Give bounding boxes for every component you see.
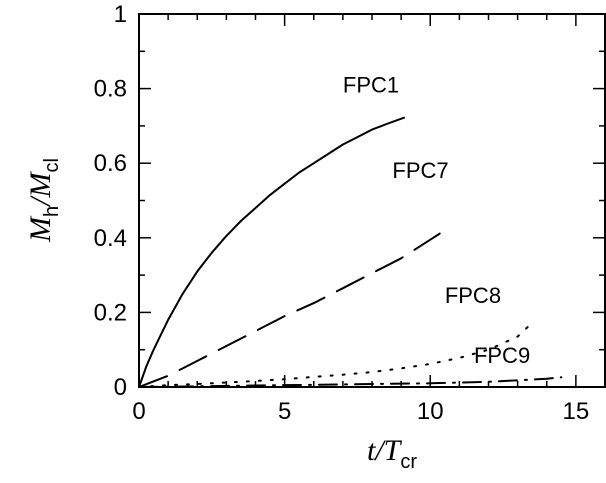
- series-line-fpc8: [138, 324, 531, 388]
- tick-labels: 0 5 10 15 0 0.2 0.4 0.6 0.8 1: [94, 1, 590, 425]
- x-axis-title-slash: /: [373, 434, 386, 467]
- x-axis-title: t/Tcr: [367, 434, 417, 473]
- series-label-fpc1: FPC1: [343, 72, 399, 97]
- series-line-fpc7: [138, 229, 446, 388]
- series-label-fpc7: FPC7: [392, 158, 448, 183]
- plot-frame: [138, 13, 606, 388]
- series-annotations: FPC1 FPC7 FPC8 FPC9: [343, 72, 530, 367]
- series-line-fpc1: [138, 116, 405, 388]
- y-axis-title-sub: h: [41, 206, 63, 217]
- y-axis-title-denom-sub: cl: [41, 158, 63, 172]
- x-tick-label: 10: [417, 398, 444, 425]
- series-label-fpc9: FPC9: [474, 343, 530, 368]
- y-tick-label: 0.4: [94, 225, 127, 252]
- x-axis-title-denom: T: [384, 434, 403, 467]
- series-label-fpc8: FPC8: [445, 283, 501, 308]
- x-tick-label: 15: [563, 398, 590, 425]
- x-tick-label: 5: [278, 398, 291, 425]
- ticks: [138, 13, 606, 388]
- x-tick-label: 0: [132, 398, 145, 425]
- y-axis-title-slash: /: [24, 195, 57, 208]
- series-lines: [138, 116, 563, 388]
- y-tick-label: 0.8: [94, 76, 127, 103]
- y-tick-label: 0.2: [94, 299, 127, 326]
- x-axis-title-main: t: [367, 434, 376, 467]
- y-axis-title-denom: M: [24, 170, 57, 198]
- y-tick-label: 1: [114, 1, 127, 28]
- series-line-fpc9: [138, 376, 563, 388]
- y-tick-label: 0.6: [94, 150, 127, 177]
- y-tick-label: 0: [114, 374, 127, 401]
- y-axis-title: Mh/Mcl: [24, 158, 63, 243]
- y-axis-title-main: M: [24, 215, 57, 243]
- x-axis-title-sub: cr: [400, 451, 417, 473]
